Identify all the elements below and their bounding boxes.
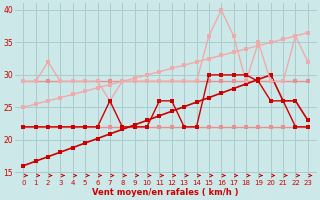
X-axis label: Vent moyen/en rafales ( km/h ): Vent moyen/en rafales ( km/h ) xyxy=(92,188,239,197)
